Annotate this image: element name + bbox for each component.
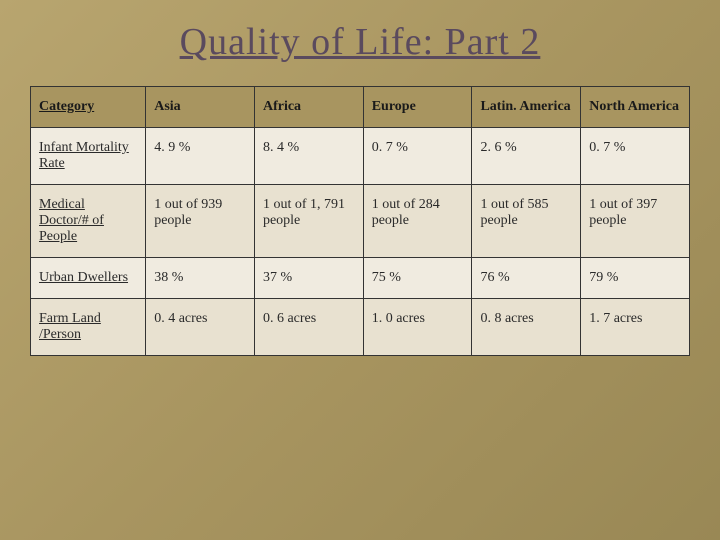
- col-header-latin-america: Latin. America: [472, 87, 581, 128]
- table-row: Urban Dwellers 38 % 37 % 75 % 76 % 79 %: [31, 258, 690, 299]
- col-header-asia: Asia: [146, 87, 255, 128]
- cell-value: 75 %: [363, 258, 472, 299]
- col-header-category: Category: [31, 87, 146, 128]
- col-header-north-america: North America: [581, 87, 690, 128]
- cell-value: 0. 7 %: [581, 128, 690, 185]
- cell-value: 37 %: [254, 258, 363, 299]
- cell-value: 0. 7 %: [363, 128, 472, 185]
- cell-value: 4. 9 %: [146, 128, 255, 185]
- cell-value: 2. 6 %: [472, 128, 581, 185]
- row-category: Urban Dwellers: [31, 258, 146, 299]
- slide-container: Quality of Life: Part 2 Category Asia Af…: [0, 0, 720, 540]
- row-category: Infant Mortality Rate: [31, 128, 146, 185]
- cell-value: 1 out of 939 people: [146, 185, 255, 258]
- cell-value: 1 out of 397 people: [581, 185, 690, 258]
- cell-value: 0. 8 acres: [472, 299, 581, 356]
- cell-value: 76 %: [472, 258, 581, 299]
- row-category: Farm Land /Person: [31, 299, 146, 356]
- table-header-row: Category Asia Africa Europe Latin. Ameri…: [31, 87, 690, 128]
- table-row: Medical Doctor/# of People 1 out of 939 …: [31, 185, 690, 258]
- cell-value: 1 out of 284 people: [363, 185, 472, 258]
- cell-value: 79 %: [581, 258, 690, 299]
- cell-value: 0. 6 acres: [254, 299, 363, 356]
- row-category: Medical Doctor/# of People: [31, 185, 146, 258]
- cell-value: 1 out of 1, 791 people: [254, 185, 363, 258]
- cell-value: 1 out of 585 people: [472, 185, 581, 258]
- cell-value: 1. 7 acres: [581, 299, 690, 356]
- table-row: Infant Mortality Rate 4. 9 % 8. 4 % 0. 7…: [31, 128, 690, 185]
- slide-title: Quality of Life: Part 2: [30, 20, 690, 64]
- col-header-europe: Europe: [363, 87, 472, 128]
- cell-value: 1. 0 acres: [363, 299, 472, 356]
- cell-value: 8. 4 %: [254, 128, 363, 185]
- table-row: Farm Land /Person 0. 4 acres 0. 6 acres …: [31, 299, 690, 356]
- col-header-africa: Africa: [254, 87, 363, 128]
- data-table: Category Asia Africa Europe Latin. Ameri…: [30, 86, 690, 356]
- cell-value: 38 %: [146, 258, 255, 299]
- cell-value: 0. 4 acres: [146, 299, 255, 356]
